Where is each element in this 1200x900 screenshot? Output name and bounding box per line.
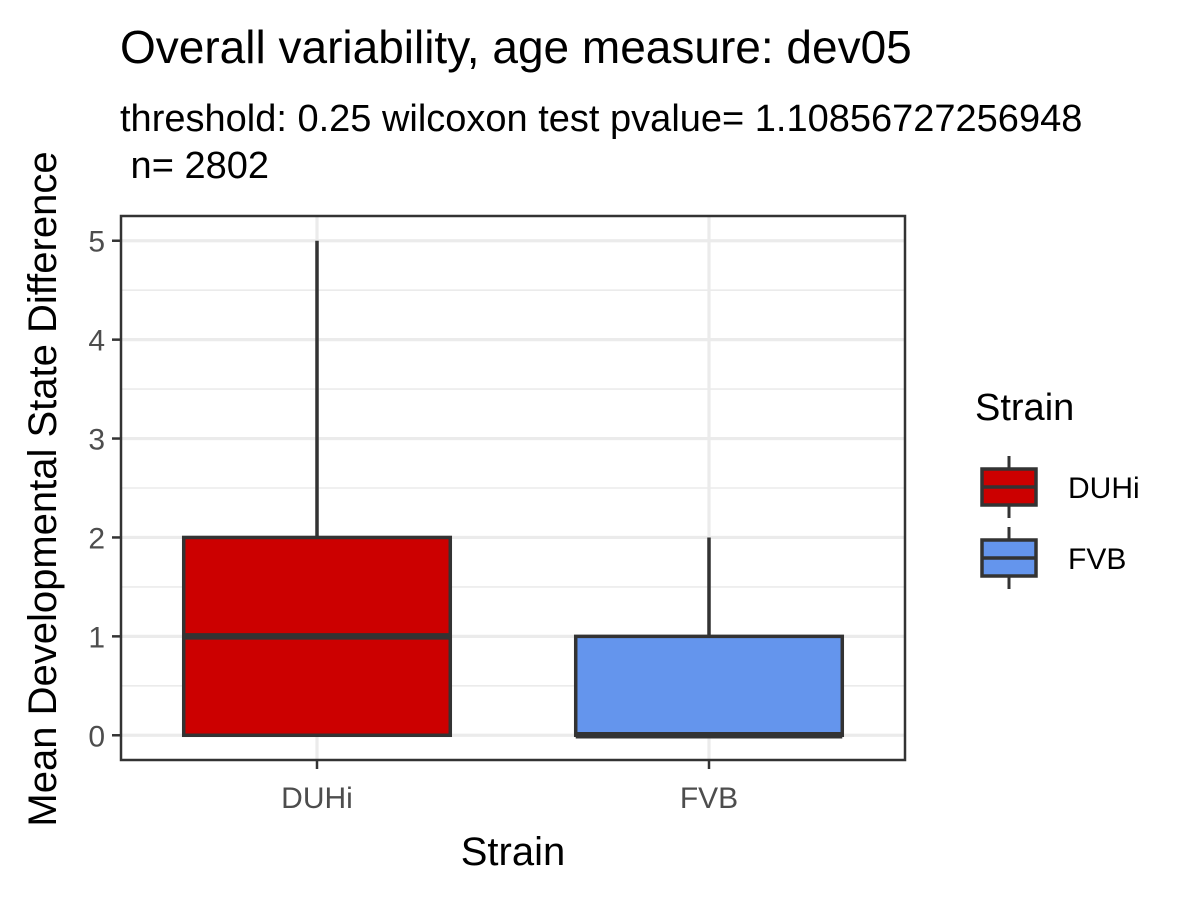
- legend-key-fvb: [980, 527, 1038, 589]
- y-tick-label: 3: [88, 424, 105, 457]
- box-duhi: [181, 240, 453, 738]
- y-tick-label: 4: [88, 325, 105, 358]
- y-axis-title: Mean Developmental State Difference: [21, 151, 65, 826]
- legend-label: FVB: [1068, 543, 1126, 576]
- box-fvb: [573, 537, 845, 739]
- box-body: [573, 634, 845, 738]
- chart-subtitle-line1: threshold: 0.25 wilcoxon test pvalue= 1.…: [120, 98, 1082, 140]
- x-tick-label: DUHi: [281, 782, 353, 815]
- legend-key-duhi: [980, 456, 1038, 518]
- x-axis: DUHi FVB: [281, 760, 738, 815]
- chart-title: Overall variability, age measure: dev05: [120, 21, 912, 73]
- x-axis-title: Strain: [461, 830, 566, 874]
- y-tick-label: 2: [88, 522, 105, 555]
- y-tick-label: 5: [88, 226, 105, 259]
- y-tick-label: 1: [88, 621, 105, 654]
- y-axis: 0 1 2 3 4 5: [88, 226, 121, 753]
- legend: Strain DUHi FVB: [975, 387, 1140, 589]
- chart-subtitle-line2: n= 2802: [120, 145, 269, 187]
- y-tick-label: 0: [88, 720, 105, 753]
- legend-title: Strain: [975, 387, 1074, 429]
- legend-label: DUHi: [1068, 472, 1140, 505]
- plot-panel: [119, 214, 907, 762]
- x-tick-label: FVB: [680, 782, 738, 815]
- panel-border: [119, 214, 907, 762]
